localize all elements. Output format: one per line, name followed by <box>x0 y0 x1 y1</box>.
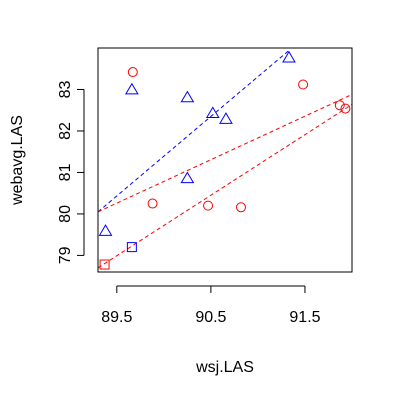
x-axis-label: wsj.LAS <box>195 359 254 376</box>
fit-lines <box>98 49 352 269</box>
square-point-4-1 <box>99 259 110 270</box>
triangle-point-2-4 <box>180 171 195 184</box>
fit-line-2 <box>98 94 352 213</box>
triangle-point-2-5 <box>205 106 220 119</box>
triangle-point-2-1 <box>98 224 113 236</box>
x-tick-label: 89.5 <box>101 309 132 326</box>
circle-point-1-5 <box>298 79 309 90</box>
y-tick-label: 79 <box>57 246 74 264</box>
triangle-point-2-7 <box>282 50 296 63</box>
x-tick-label: 90.5 <box>195 309 226 326</box>
x-tick-label: 91.5 <box>289 309 320 326</box>
data-points <box>98 50 351 270</box>
fit-line-3 <box>98 103 352 269</box>
plot-frame <box>97 47 353 273</box>
square-point-3-1 <box>126 242 137 253</box>
circle-point-1-7 <box>340 103 351 114</box>
y-axis-label: webavg.LAS <box>9 115 26 206</box>
y-tick-label: 83 <box>57 80 74 98</box>
circle-point-1-6 <box>334 100 345 111</box>
circle-point-1-1 <box>127 67 138 78</box>
y-axis: 79 80 81 82 83 <box>57 80 85 264</box>
y-tick-label: 80 <box>57 205 74 223</box>
triangle-point-2-2 <box>124 82 139 95</box>
triangle-point-2-6 <box>219 112 233 124</box>
triangle-point-2-3 <box>180 90 195 103</box>
circle-point-1-4 <box>235 202 246 213</box>
y-tick-label: 82 <box>57 122 74 140</box>
circle-point-1-3 <box>203 200 214 211</box>
fit-line-1 <box>98 49 291 213</box>
y-tick-label: 81 <box>57 163 74 181</box>
x-axis: 89.5 90.5 91.5 <box>101 285 321 326</box>
circle-point-1-2 <box>147 198 158 209</box>
